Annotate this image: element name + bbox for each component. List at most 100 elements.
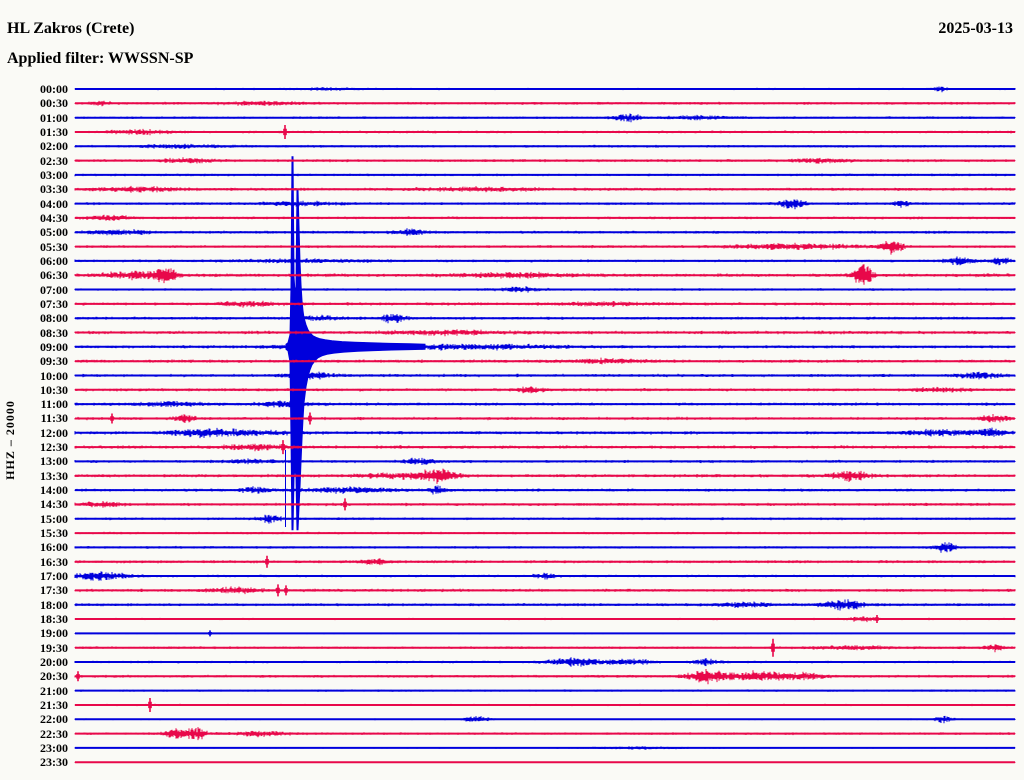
time-label: 22:30: [40, 726, 68, 741]
time-label: 05:00: [40, 225, 68, 240]
time-label: 16:30: [40, 554, 68, 569]
time-label: 22:00: [40, 712, 68, 727]
time-label: 04:30: [40, 210, 68, 225]
time-label: 02:30: [40, 153, 68, 168]
time-label: 11:00: [40, 397, 68, 412]
trace-row-0530: [74, 241, 1016, 255]
time-label: 15:30: [40, 526, 68, 541]
time-label: 19:00: [40, 626, 68, 641]
time-label: 06:30: [40, 268, 68, 283]
time-label: 12:30: [40, 440, 68, 455]
time-label: 16:00: [40, 540, 68, 555]
trace-row-0000: [74, 86, 1016, 93]
trace-row-1800: [74, 599, 1016, 611]
trace-row-0730: [74, 300, 1016, 308]
trace-row-0300: [74, 173, 1016, 177]
trace-row-0630: [74, 264, 1016, 285]
plot-date: 2025-03-13: [938, 20, 1013, 37]
trace-row-0230: [74, 157, 1016, 164]
trace-row-0830: [74, 329, 1016, 337]
trace-row-1700: [74, 571, 1016, 581]
trace-row-0200: [74, 143, 1016, 149]
trace-row-1930: [74, 638, 1016, 657]
time-label: 02:00: [40, 139, 68, 154]
trace-row-1330: [74, 468, 1016, 484]
trace-row-1730: [74, 584, 1016, 597]
station-title: HL Zakros (Crete): [7, 20, 135, 37]
time-label: 06:00: [40, 253, 68, 268]
trace-row-1000: [74, 370, 1016, 381]
time-label: 08:30: [40, 325, 68, 340]
trace-row-0330: [74, 185, 1016, 193]
trace-row-2230: [74, 727, 1016, 741]
trace-row-1600: [74, 542, 1016, 553]
trace-row-0400: [74, 199, 1016, 210]
trace-row-0930: [74, 357, 1016, 365]
trace-row-0030: [74, 100, 1016, 107]
time-label: 15:00: [40, 511, 68, 526]
trace-row-1300: [74, 457, 1016, 465]
trace-row-1500: [74, 514, 1016, 524]
trace-row-2300: [74, 746, 1016, 750]
trace-row-1830: [74, 615, 1016, 623]
time-label: 21:30: [40, 697, 68, 712]
time-label: 01:30: [40, 124, 68, 139]
trace-row-2130: [74, 698, 1016, 712]
time-label: 17:00: [40, 569, 68, 584]
time-label: 03:00: [40, 167, 68, 182]
trace-row-1130: [74, 412, 1016, 425]
time-label: 05:30: [40, 239, 68, 254]
time-label: 17:30: [40, 583, 68, 598]
trace-row-0900: [74, 341, 1016, 351]
trace-row-1030: [74, 386, 1016, 394]
time-label: 23:00: [40, 740, 68, 755]
time-label: 03:30: [40, 182, 68, 197]
time-label: 19:30: [40, 640, 68, 655]
time-label: 23:30: [40, 755, 68, 770]
trace-row-2100: [74, 689, 1016, 692]
time-label: 21:00: [40, 683, 68, 698]
trace-row-0700: [74, 286, 1016, 293]
time-label: 13:00: [40, 454, 68, 469]
trace-row-2200: [74, 715, 1016, 724]
time-label: 08:00: [40, 311, 68, 326]
time-label: 18:30: [40, 612, 68, 627]
trace-row-0130: [74, 125, 1016, 139]
time-label: 11:30: [40, 411, 68, 426]
trace-row-0100: [74, 113, 1016, 123]
time-label: 20:00: [40, 655, 68, 669]
time-label: 04:00: [40, 196, 68, 211]
trace-row-1900: [74, 630, 1016, 637]
trace-row-1530: [74, 531, 1016, 535]
time-label: 09:00: [40, 339, 68, 354]
time-label: 14:00: [40, 483, 68, 498]
time-label: 00:30: [40, 96, 68, 111]
time-label: 09:30: [40, 354, 68, 369]
time-axis-labels: 00:00 00:30 01:00 01:30 02:00 02:30 03:00 03:30…: [0, 0, 68, 780]
time-label: 14:30: [40, 497, 68, 512]
trace-row-0500: [74, 228, 1016, 236]
trace-row-0600: [74, 256, 1016, 266]
trace-row-1400: [74, 485, 1016, 495]
time-label: 18:00: [40, 597, 68, 612]
trace-row-1630: [74, 555, 1016, 568]
trace-row-1430: [74, 498, 1016, 511]
trace-row-2330: [74, 761, 1016, 764]
trace-row-2000: [74, 657, 1016, 667]
time-label: 01:00: [40, 110, 68, 125]
trace-row-1200: [74, 427, 1016, 439]
trace-row-2030: [74, 669, 1016, 685]
time-label: 00:00: [40, 82, 68, 96]
time-label: 20:30: [40, 669, 68, 684]
trace-row-1230: [74, 440, 1016, 455]
trace-row-0430: [74, 214, 1016, 221]
trace-row-0800: [74, 314, 1016, 324]
applied-filter-label: Applied filter: WWSSN-SP: [7, 50, 194, 67]
time-label: 07:30: [40, 296, 68, 311]
time-label: 13:30: [40, 468, 68, 483]
time-label: 10:00: [40, 368, 68, 383]
time-label: 07:00: [40, 282, 68, 297]
time-label: 12:00: [40, 425, 68, 440]
trace-row-1100: [74, 400, 1016, 408]
